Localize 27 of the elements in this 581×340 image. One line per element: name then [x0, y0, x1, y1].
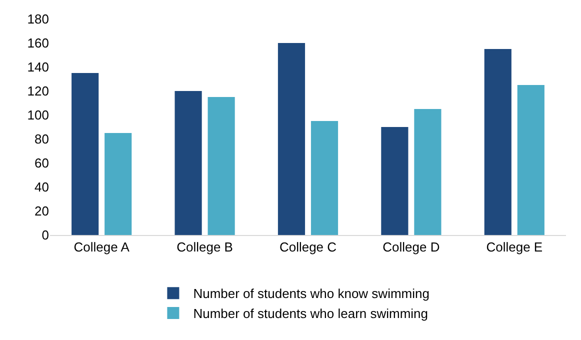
bar — [72, 73, 99, 235]
legend-label: Number of students who know swimming — [193, 286, 430, 302]
y-tick-label: 60 — [34, 156, 49, 171]
y-tick-label: 120 — [27, 84, 49, 99]
bar — [381, 127, 408, 235]
y-tick-label: 20 — [34, 204, 49, 219]
bar — [517, 85, 544, 235]
bar — [104, 133, 132, 235]
y-tick-label: 180 — [27, 12, 49, 27]
bar — [278, 43, 306, 235]
y-tick-label: 140 — [27, 60, 49, 75]
bar — [208, 97, 235, 235]
x-tick-label: College C — [279, 240, 337, 255]
x-tick-label: College B — [176, 240, 233, 255]
y-tick-label: 100 — [27, 108, 49, 123]
legend-label: Number of students who learn swimming — [193, 306, 428, 322]
y-tick-label: 40 — [34, 180, 49, 195]
bar — [174, 91, 202, 235]
bar — [414, 109, 442, 235]
x-tick-label: College D — [382, 240, 440, 255]
bar — [310, 121, 338, 235]
y-tick-label: 0 — [42, 228, 49, 243]
x-tick-label: College E — [486, 240, 543, 255]
bar — [484, 49, 512, 235]
y-tick-label: 160 — [27, 36, 49, 51]
x-tick-label: College A — [74, 240, 130, 255]
y-tick-label: 80 — [34, 132, 49, 147]
